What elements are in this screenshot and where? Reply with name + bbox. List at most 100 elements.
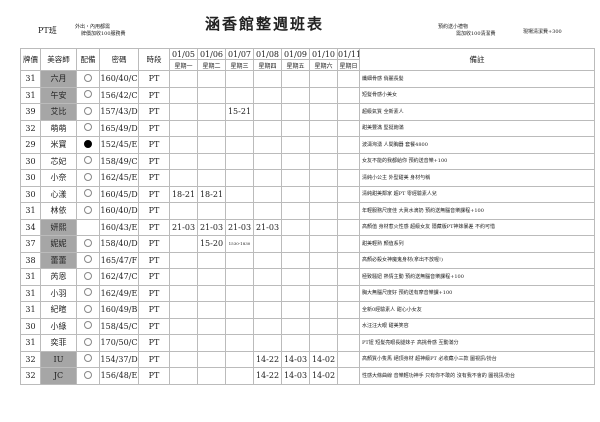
table-row: 30 心漾 160/45/D PT 18-21 18-21 清純甜美鄰家 超PT 零經驗素人… xyxy=(20,185,595,203)
schedule-cell: 14-22 xyxy=(253,367,282,385)
schedule-cell xyxy=(197,70,226,88)
code-cell: 158/40/D xyxy=(99,235,139,253)
header-note-left-2: 牌價加收100服務費 xyxy=(81,31,126,37)
note-cell: 高顏質小隻馬 絕頂身材 超神級PT 必收藏小三款 圖視訊/扮台 xyxy=(359,350,595,368)
schedule-cell xyxy=(197,202,226,220)
note-cell: 清純小公主 外型甜美 身材勻稱 xyxy=(359,169,595,187)
schedule-cell xyxy=(253,86,282,104)
schedule-cell xyxy=(197,136,226,154)
table-row: 34 妍熙 160/43/E PT 21-03 21-03 21-03 21-03 高顏值 身材… xyxy=(20,218,595,236)
schedule-cell xyxy=(253,268,282,286)
slot-cell: PT xyxy=(138,218,170,236)
price-cell: 31 xyxy=(20,70,41,88)
schedule-cell: 21-03 xyxy=(197,218,226,236)
code-cell: 160/40/D xyxy=(99,202,139,220)
schedule-cell xyxy=(169,268,198,286)
slot-cell: PT xyxy=(138,86,170,104)
stylist-name: 午安 xyxy=(40,86,77,104)
note-cell: 波濤洶湧 人間胸器 套餐4800 xyxy=(359,136,595,154)
date-header: 01/10 xyxy=(309,48,338,60)
schedule-cell xyxy=(281,169,310,187)
schedule-cell: 21-03 xyxy=(225,218,254,236)
stylist-name: 六月 xyxy=(40,70,77,88)
schedule-cell xyxy=(309,334,338,352)
table-row: 31 林依 160/40/D PT 年輕服務尺度佳 大眞水滴奶 預約送無腦音樂課程+10… xyxy=(20,202,595,220)
equip-cell xyxy=(76,301,100,319)
schedule-cell xyxy=(225,367,254,385)
slot-cell: PT xyxy=(138,202,170,220)
note-cell: 高顏值 身材惹火性感 超級女友 隱藏版PT神妹暴差 不約可惜 xyxy=(359,218,595,236)
date-header: 01/09 xyxy=(281,48,310,60)
schedule-cell xyxy=(197,301,226,319)
schedule-cell xyxy=(253,235,282,253)
price-cell: 30 xyxy=(20,185,41,203)
schedule-cell: 21-03 xyxy=(169,218,198,236)
stylist-name: 米寶 xyxy=(40,136,77,154)
stylist-name: 小羽 xyxy=(40,284,77,302)
circle-icon xyxy=(84,189,92,198)
col-slot: 時段 xyxy=(138,48,170,71)
stylist-name: 奕菲 xyxy=(40,334,77,352)
schedule-cell xyxy=(309,268,338,286)
schedule-cell xyxy=(253,119,282,137)
stylist-name: 小奈 xyxy=(40,169,77,187)
schedule-cell xyxy=(337,284,360,302)
equip-cell xyxy=(76,202,100,220)
note-cell: 纖細骨感 俏麗長髮 xyxy=(359,70,595,88)
schedule-cell xyxy=(169,202,198,220)
header-note-left: 外出・內用都需 牌價加收100服務費 xyxy=(75,24,126,38)
schedule-cell xyxy=(169,70,198,88)
schedule-cell xyxy=(281,185,310,203)
schedule-cell xyxy=(225,251,254,269)
header-note-mid: 預約送小禮物 需加收100清潔費 xyxy=(438,24,496,38)
schedule-cell xyxy=(309,136,338,154)
weekday-header: 星期六 xyxy=(309,59,338,71)
schedule-cell xyxy=(281,251,310,269)
schedule-cell xyxy=(225,136,254,154)
equip-cell xyxy=(76,152,100,170)
code-cell: 162/49/E xyxy=(99,284,139,302)
schedule-cell xyxy=(169,251,198,269)
note-cell: 胸大無腦尺度好 預約送有摩音樂課+100 xyxy=(359,284,595,302)
note-cell: 女友不能的我都給你 預約送音樂+100 xyxy=(359,152,595,170)
stylist-name: 芯妃 xyxy=(40,152,77,170)
schedule-cell xyxy=(337,251,360,269)
stylist-name: 蕾蕾 xyxy=(40,251,77,269)
schedule-cell xyxy=(337,70,360,88)
schedule-cell xyxy=(225,185,254,203)
table-row: 31 六月 160/40/C PT 纖細骨感 俏麗長髮 xyxy=(20,70,595,88)
schedule-cell xyxy=(309,202,338,220)
equip-cell xyxy=(76,334,100,352)
table-row: 30 小綠 158/45/C PT 水汪汪大眼 甜美笑容 xyxy=(20,317,595,335)
schedule-cell xyxy=(337,152,360,170)
equip-cell xyxy=(76,235,100,253)
schedule-cell xyxy=(309,301,338,319)
price-cell: 32 xyxy=(20,367,41,385)
circle-icon xyxy=(84,337,92,346)
schedule-cell xyxy=(253,103,282,121)
schedule-cell xyxy=(281,334,310,352)
weekday-header: 星期一 xyxy=(169,59,198,71)
price-cell: 31 xyxy=(20,334,41,352)
note-cell: 極致騷妞 熱情主動 預約送無腦音樂課程+100 xyxy=(359,268,595,286)
code-cell: 160/43/E xyxy=(99,218,139,236)
schedule-cell xyxy=(337,350,360,368)
table-row: 31 紀暄 160/49/B PT 全新0經驗素人 甜心小女友 xyxy=(20,301,595,319)
code-cell: 156/48/E xyxy=(99,367,139,385)
schedule-cell xyxy=(197,103,226,121)
note-cell: 全新0經驗素人 甜心小女友 xyxy=(359,301,595,319)
price-cell: 37 xyxy=(20,235,41,253)
schedule-cell xyxy=(169,350,198,368)
circle-icon xyxy=(84,354,92,363)
circle-icon xyxy=(84,321,92,330)
col-equip: 配備 xyxy=(76,48,100,71)
price-cell: 31 xyxy=(20,301,41,319)
circle-icon xyxy=(84,255,92,264)
stylist-name: 妮妮 xyxy=(40,235,77,253)
slot-cell: PT xyxy=(138,301,170,319)
weekday-header: 星期二 xyxy=(197,59,226,71)
schedule-cell xyxy=(281,218,310,236)
pt-class-label: PT班 xyxy=(38,26,57,35)
date-header: 01/05 xyxy=(169,48,198,60)
schedule-cell xyxy=(281,86,310,104)
